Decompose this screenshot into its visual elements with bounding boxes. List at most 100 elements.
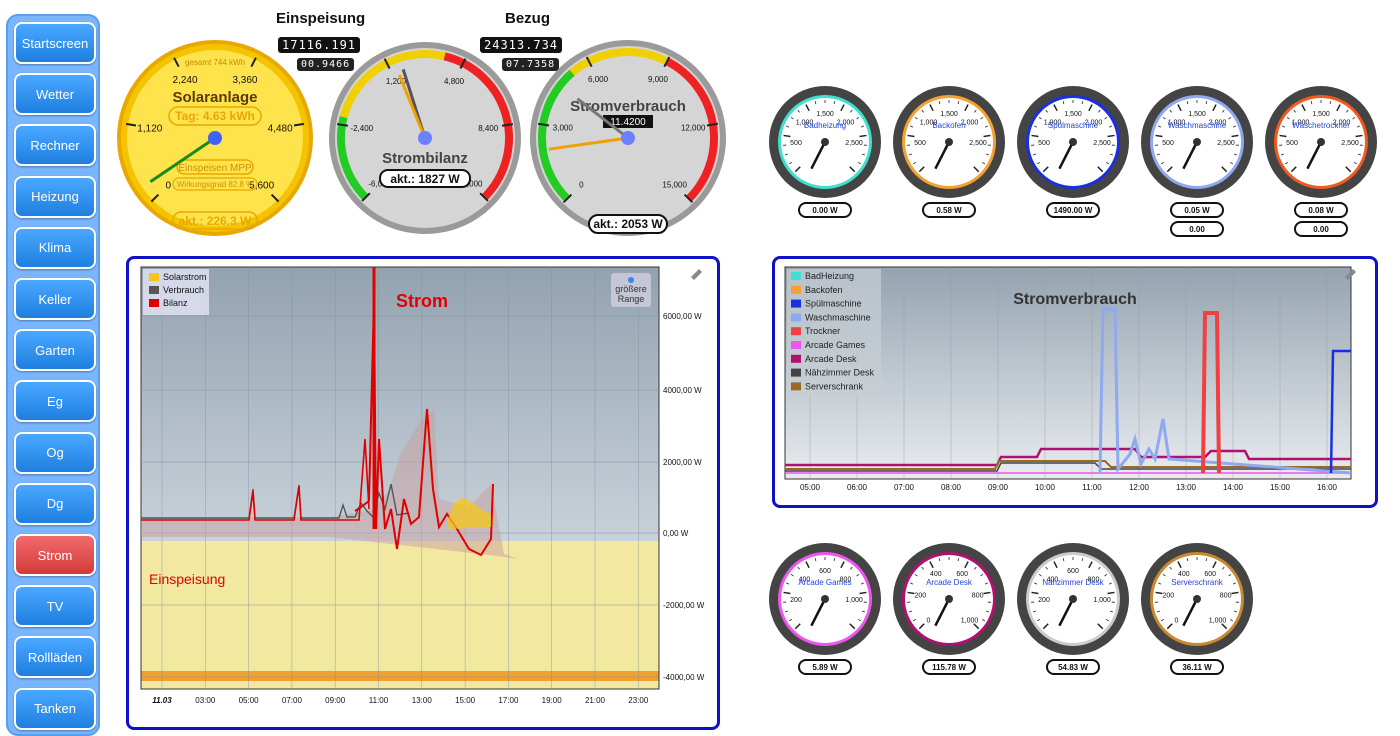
verbrauch-gauge-tick-label: 0 (579, 181, 584, 190)
solar-hub (208, 131, 222, 145)
verbrauch-gauge-title: Stromverbrauch (570, 98, 686, 115)
nav-button-wetter[interactable]: Wetter (14, 73, 96, 116)
nav-button-tanken[interactable]: Tanken (14, 687, 96, 730)
strom-chart-title: Strom (396, 291, 448, 311)
edit-pencil-icon[interactable] (1345, 269, 1356, 280)
strom-y-tick: 0,00 W (663, 529, 689, 538)
device-gauge-tick: 600 (819, 568, 831, 575)
device-gauge-tick: 800 (840, 576, 852, 583)
strom-x-tick: 11.03 (152, 696, 172, 705)
nav-button-og[interactable]: Og (14, 431, 96, 474)
bezug-counter: 24313.734 (480, 37, 563, 53)
nav-button-eg[interactable]: Eg (14, 380, 96, 423)
naehzimmer-line (785, 462, 1351, 472)
nav-button-strom[interactable]: Strom (14, 534, 96, 576)
solar-tick-label: 5,600 (249, 181, 274, 192)
nav-button-rechner[interactable]: Rechner (14, 124, 96, 167)
waschmaschine-line (1098, 307, 1352, 475)
verbrauch-gauge-tick-label: 6,000 (588, 75, 609, 84)
device-gauge-tick: 1,000 (1093, 597, 1111, 604)
strom-x-tick: 15:00 (455, 696, 476, 705)
solar-tick-label: 0 (166, 181, 172, 192)
device-gauge-value: 115.78 W (932, 663, 966, 672)
bilanz-gauge-tick-label: 1,200 (386, 77, 407, 86)
strom-y-tick: 2000,00 W (663, 458, 702, 467)
device-gauge-tick: 1,000 (845, 597, 863, 604)
device-gauge-needle (1058, 598, 1075, 627)
einspeisung-counter: 17116.191 (278, 37, 361, 53)
solar-tick-label: 4,480 (268, 124, 293, 135)
main-gauges: 0 1,120 2,240 3,360 4,480 5,600 gesamt 744 kWh… (117, 40, 726, 236)
verbrauch-x-tick: 12:00 (1129, 483, 1150, 492)
device-gauge-tick: 600 (1204, 571, 1216, 578)
verbrauch-hub (621, 131, 635, 145)
serverschrank-line (785, 460, 1351, 470)
device-gauge-value: 36.11 W (1182, 663, 1212, 672)
verbrauch-gauge: 0 3,000 6,000 9,000 12,000 15,000 Stromverbrau… (530, 40, 726, 236)
bilanz-gauge-tick-label: -6,000 (368, 179, 391, 188)
strom-x-tick: 03:00 (195, 696, 216, 705)
bilanz-needle-2 (397, 74, 427, 139)
bezug-sub-counter: 07.7358 (502, 58, 560, 71)
device-gauge-tick: 0 (1175, 618, 1179, 625)
device-gauge-name: Serverschrank (1171, 578, 1224, 587)
verbrauch-gauge-tick-label: 3,000 (553, 124, 574, 133)
verbrauch-legend-item: Serverschrank (805, 381, 864, 391)
device-gauge-value: 5.89 W (812, 663, 838, 672)
device-gauge-bottom-2: 200 400 600 800 1,000 Nähzimmer Desk 54.83 W (1017, 543, 1129, 675)
verbrauch-chart: 05:00 06:00 07:00 08:00 09:00 10:00 11:00 12:00… (784, 266, 1356, 492)
bilanz-akt: akt.: 1827 W (390, 172, 460, 186)
device-gauge-value: 54.83 W (1058, 663, 1088, 672)
spuelmaschine-line (1329, 349, 1351, 474)
device-gauge-tick: 400 (930, 571, 942, 578)
verbrauch-chart-title: Stromverbrauch (1013, 291, 1137, 308)
strom-chart-panel: 6000,00 W 4000,00 W 2000,00 W 0,00 W -2000,0… (126, 256, 720, 730)
strom-x-tick: 11:00 (369, 696, 389, 705)
nav-button-klima[interactable]: Klima (14, 226, 96, 269)
nav-button-garten[interactable]: Garten (14, 329, 96, 372)
device-gauge-tick: 400 (1178, 571, 1190, 578)
bilanz-gauge-tick-label: -2,400 (350, 124, 373, 133)
nav-button-heizung[interactable]: Heizung (14, 175, 96, 218)
verbrauch-x-tick: 10:00 (1035, 483, 1056, 492)
strom-x-tick: 09:00 (325, 696, 346, 705)
nav-button-rollläden[interactable]: Rollläden (14, 636, 96, 679)
strom-legend-item: Solarstrom (163, 272, 207, 282)
solar-tick-label: 1,120 (137, 124, 162, 135)
bilanz-gauge-tick-label: 12,000 (458, 179, 483, 188)
solar-needle (149, 136, 216, 183)
strom-x-tick: 13:00 (412, 696, 433, 705)
device-gauge-name: Arcade Games (798, 578, 851, 587)
solar-gesamt: gesamt 744 kWh (185, 58, 245, 67)
verbrauch-x-tick: 06:00 (847, 483, 868, 492)
nav-button-startscreen[interactable]: Startscreen (14, 22, 96, 64)
trockner-line (1201, 311, 1221, 474)
verbrauch-x-tick: 09:00 (988, 483, 1009, 492)
strom-y-tick: 6000,00 W (663, 312, 702, 321)
verbrauch-gauge-tick-label: 9,000 (648, 75, 669, 84)
verbrauch-legend-item: Waschmaschine (805, 312, 871, 322)
strom-x-tick: 21:00 (585, 696, 606, 705)
nav-button-dg[interactable]: Dg (14, 482, 96, 525)
verbrauch-x-tick: 16:00 (1317, 483, 1338, 492)
device-gauge-name: Arcade Desk (926, 578, 973, 587)
verbrauch-x-tick: 05:00 (800, 483, 821, 492)
nav-button-tv[interactable]: TV (14, 585, 96, 628)
strom-legend-item: Verbrauch (163, 285, 204, 295)
strom-x-tick: 05:00 (239, 696, 260, 705)
verbrauch-x-tick: 11:00 (1082, 483, 1102, 492)
svg-text:Range: Range (618, 294, 645, 304)
bilanz-gauge-title: Strombilanz (382, 150, 468, 167)
verbrauch-x-tick: 07:00 (894, 483, 915, 492)
verbrauch-gauge-tick-label: 15,000 (662, 181, 687, 190)
einspeisung-label: Einspeisung (149, 571, 225, 587)
solarstrom-area (447, 497, 491, 529)
device-gauge-tick: 200 (915, 592, 927, 599)
verbrauch-legend-item: BadHeizung (805, 271, 854, 281)
strom-x-tick: 17:00 (498, 696, 519, 705)
verbrauch-akt: akt.: 2053 W (593, 217, 663, 231)
solar-akt: akt.: 226.3 W (179, 214, 252, 228)
nav-button-keller[interactable]: Keller (14, 278, 96, 320)
edit-pencil-icon[interactable] (691, 269, 702, 280)
